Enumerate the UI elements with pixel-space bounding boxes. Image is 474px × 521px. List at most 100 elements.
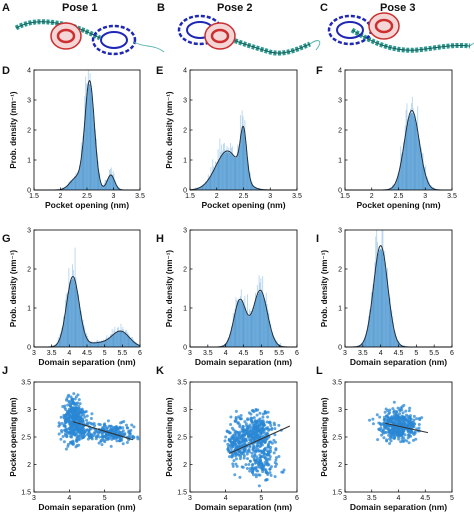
histogram-bar: [108, 338, 110, 347]
histogram-bar: [263, 297, 265, 347]
histogram-bar: [237, 154, 239, 190]
histogram-bar: [100, 342, 102, 347]
scatter-point: [415, 417, 419, 421]
scatter-point: [109, 424, 113, 428]
x-tick-label: 2.5: [394, 193, 404, 200]
blue-domain: [91, 24, 137, 56]
scatter-point: [255, 468, 259, 472]
scatter-point: [70, 435, 74, 439]
histogram-bar: [216, 164, 218, 190]
histogram-bar: [202, 185, 204, 190]
scatter-point: [80, 436, 84, 440]
fit-line: [229, 425, 291, 455]
histogram-bar: [59, 338, 61, 347]
histogram-bar: [252, 185, 254, 190]
x-axis-label: Domain separation (nm): [350, 502, 447, 512]
scatter-point: [77, 404, 81, 408]
histogram-bar: [225, 343, 227, 347]
x-tick-label: 4: [224, 350, 228, 357]
y-tick-label: 1: [183, 306, 187, 313]
histogram-bar: [251, 184, 253, 190]
histogram-bar: [391, 317, 393, 347]
histogram-bar: [75, 176, 77, 190]
histogram-bar: [232, 156, 234, 190]
scatter-point: [68, 422, 72, 426]
scatter-point: [274, 448, 278, 452]
x-tick-label: 6: [295, 350, 299, 357]
histogram-bar: [375, 269, 377, 347]
scatter-point: [377, 421, 381, 425]
histogram-bar: [211, 174, 213, 190]
scatter-point: [267, 453, 271, 457]
scatter-point: [65, 435, 69, 439]
scatter-point: [385, 438, 389, 442]
histogram-bar: [93, 342, 95, 347]
histogram-bar: [239, 300, 241, 347]
histogram-bar: [255, 301, 256, 347]
scatter-point: [121, 442, 125, 446]
scatter-point: [262, 448, 266, 452]
histogram-bar: [418, 138, 420, 190]
scatter-point: [99, 439, 103, 443]
y-tick-label: 4: [27, 68, 31, 75]
histogram-bar: [200, 186, 202, 190]
y-axis-label: Pocket opening (nm): [320, 397, 329, 476]
histogram-bar: [410, 114, 411, 190]
histogram-bar: [221, 156, 223, 190]
scatter-point: [387, 418, 391, 422]
scatter-point: [250, 420, 254, 424]
histogram-bar: [102, 186, 104, 190]
x-tick-label: 3.5: [135, 193, 145, 200]
histogram-bar: [376, 263, 378, 347]
scatter-point: [114, 436, 118, 440]
panel-label: A: [2, 2, 10, 14]
scatter-point: [248, 434, 252, 438]
scatter-point: [407, 428, 411, 432]
scatter-point: [267, 427, 271, 431]
scatter-point: [250, 463, 254, 467]
scatter-point: [118, 425, 122, 429]
histogram-bar: [373, 283, 375, 347]
scatter-point: [59, 437, 63, 441]
scatter-point: [269, 440, 273, 444]
scatter-point: [100, 431, 104, 435]
scatter-point: [125, 441, 129, 445]
scatter-point: [74, 401, 78, 405]
histogram-bar: [271, 331, 273, 347]
histogram-bar: [55, 345, 57, 347]
y-tick-label: 2: [338, 128, 342, 135]
histogram-bar: [66, 185, 68, 190]
scatter-point: [64, 447, 68, 451]
x-tick-label: 5: [259, 495, 263, 502]
histogram-bar: [403, 143, 405, 190]
scatter-point: [256, 433, 260, 437]
histogram-bar: [229, 336, 231, 347]
disordered-tail: [133, 41, 165, 53]
scatter-point: [265, 459, 269, 463]
scatter-point: [265, 431, 269, 435]
histogram-bar: [73, 280, 75, 347]
histogram-bar: [363, 340, 365, 347]
histogram-bar: [84, 333, 86, 347]
histogram-bar: [430, 187, 432, 190]
x-tick-label: 5.5: [117, 350, 127, 357]
histogram-bar: [62, 327, 64, 347]
histogram-bar: [264, 304, 266, 347]
histogram-bar: [427, 181, 428, 190]
histogram-bar: [361, 343, 363, 347]
histogram-bar: [252, 310, 254, 347]
scatter-point: [132, 425, 136, 429]
scatter-point: [414, 437, 418, 441]
histogram-bar: [393, 186, 395, 190]
scatter-point: [93, 431, 97, 435]
scatter-point: [388, 437, 392, 441]
chart-J: J 3 4 5 6 1.5 2 2.5 3 3.5 Domain separation (nm) Po…: [2, 365, 142, 512]
histogram-bar: [247, 167, 249, 190]
scatter-point: [78, 402, 82, 406]
x-tick-label: 2: [59, 193, 63, 200]
scatter-point: [262, 421, 266, 425]
histogram-bar: [397, 341, 399, 347]
scatter-point: [77, 437, 81, 441]
